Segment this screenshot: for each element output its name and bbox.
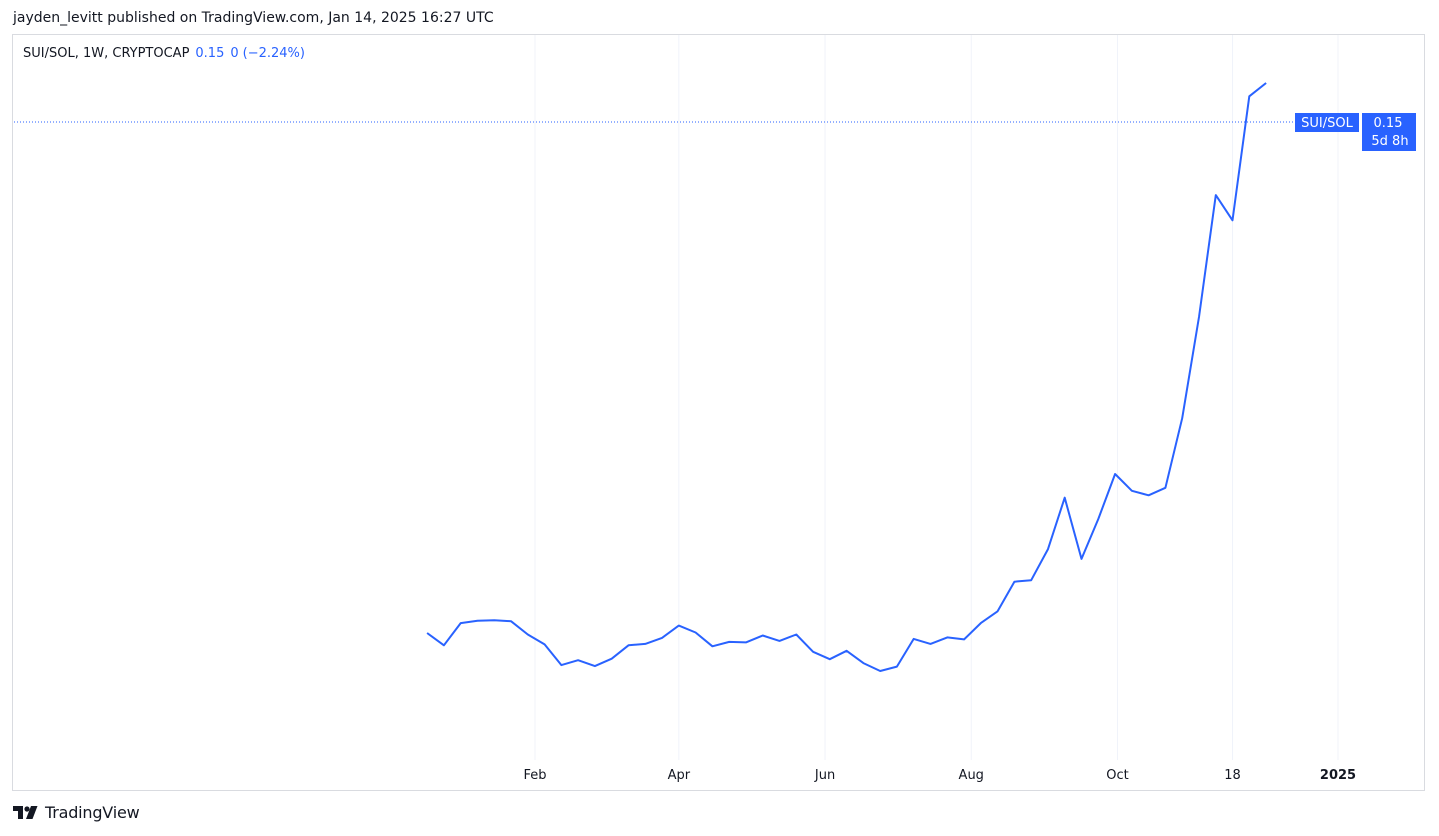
x-tick-label-jun: Jun — [814, 768, 835, 783]
x-axis-ticks: Feb Apr Jun Aug Oct 18 2025 — [523, 768, 1356, 783]
legend-change-pct: (−2.24%) — [242, 46, 305, 61]
series-line-sui-sol — [426, 82, 1267, 672]
chart-legend[interactable]: SUI/SOL, 1W, CRYPTOCAP 0.15 0 (−2.24%) — [23, 46, 305, 61]
x-tick-label-18: 18 — [1224, 768, 1241, 783]
chart-frame — [12, 34, 1425, 791]
legend-last: 0.15 — [195, 46, 225, 61]
x-tick-label-apr: Apr — [668, 768, 691, 783]
price-badge-label: 0.15 — [1374, 116, 1403, 131]
price-badge: SUI/SOL 0.15 5d 8h — [1295, 113, 1416, 151]
legend-symbol: SUI/SOL, 1W, CRYPTOCAP — [23, 46, 190, 61]
legend-change: 0 — [230, 46, 239, 61]
x-tick-label-2025: 2025 — [1320, 768, 1356, 783]
tradingview-brand: TradingView — [45, 803, 140, 822]
x-tick-label-oct: Oct — [1106, 768, 1128, 783]
publish-line: jayden_levitt published on TradingView.c… — [13, 10, 494, 26]
tradingview-icon — [13, 806, 38, 819]
grid-lines — [534, 35, 1339, 760]
x-tick-label-feb: Feb — [523, 768, 546, 783]
countdown-label: 5d 8h — [1371, 134, 1408, 149]
x-tick-label-aug: Aug — [959, 768, 984, 783]
symbol-badge-bg — [1295, 113, 1359, 132]
price-badge-bg — [1362, 113, 1416, 151]
symbol-badge-label: SUI/SOL — [1301, 116, 1353, 131]
tradingview-logo[interactable]: TradingView — [13, 803, 140, 822]
